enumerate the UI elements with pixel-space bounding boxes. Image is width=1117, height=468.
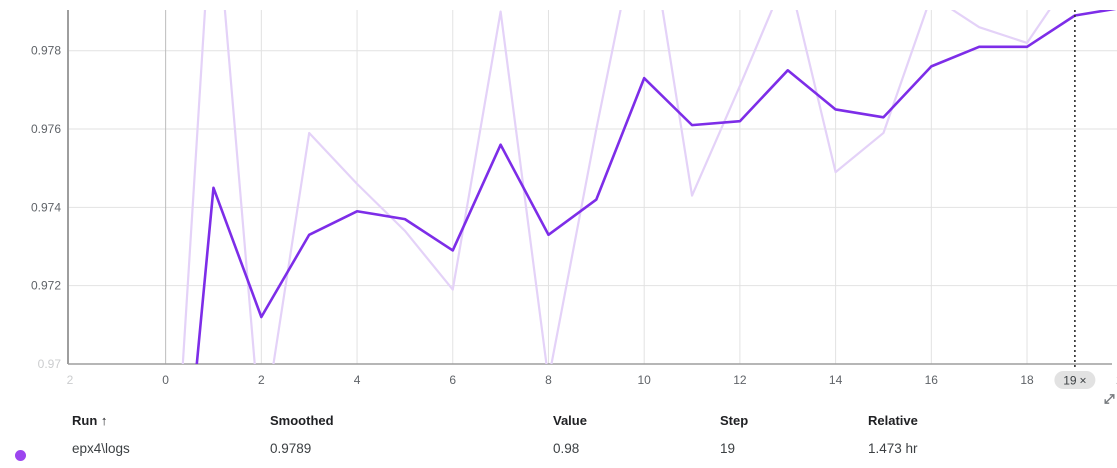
raw-series-line — [181, 10, 1051, 364]
y-tick-label: 0.976 — [31, 122, 61, 136]
value-cell: 0.98 — [553, 441, 580, 456]
table-corner-cell — [0, 405, 72, 433]
run-table: Run ↑ Smoothed Value Step Relative epx4\… — [0, 405, 1117, 461]
x-tick-label: 4 — [354, 373, 361, 387]
svg-text:19×: 19 × — [1063, 374, 1086, 388]
smoothed-cell: 0.9789 — [270, 441, 312, 456]
pill-close-icon[interactable]: × — [1080, 374, 1087, 388]
x-tick-label: 8 — [545, 373, 552, 387]
diagonal-resize-icon[interactable] — [1104, 394, 1115, 404]
run-color-dot — [15, 450, 26, 461]
column-header-smoothed[interactable]: Smoothed — [270, 413, 334, 428]
relative-cell: 1.473 hr — [868, 441, 918, 456]
x-tick-label: 18 — [1020, 373, 1034, 387]
table-row[interactable] — [0, 433, 72, 461]
x-tick-label: 2 — [258, 373, 265, 387]
x-tick-label: 2 — [67, 373, 74, 387]
y-tick-label: 0.972 — [31, 279, 61, 293]
column-header-step[interactable]: Step — [720, 413, 749, 428]
x-tick-label: 6 — [449, 373, 456, 387]
pill-step-label: 19 — [1063, 374, 1077, 388]
smoothed-series-line — [195, 10, 1117, 364]
x-tick-label: 0 — [162, 373, 169, 387]
scalar-chart-card: 0.978 0.976 0.974 0.972 0.97 2 0 2 4 6 8 10 12 14 16 18… — [0, 0, 1117, 405]
y-tick-label: 0.974 — [31, 200, 61, 214]
run-name-cell[interactable]: epx4\logs — [72, 441, 130, 456]
x-tick-label: 12 — [733, 373, 747, 387]
y-tick-label: 0.978 — [31, 44, 61, 58]
column-header-value[interactable]: Value — [553, 413, 587, 428]
x-tick-label: 10 — [638, 373, 652, 387]
x-tick-label: 16 — [925, 373, 939, 387]
column-header-relative[interactable]: Relative — [868, 413, 918, 428]
column-header-run[interactable]: Run ↑ — [72, 413, 108, 428]
step-pill[interactable]: 19 × — [1054, 371, 1096, 389]
x-tick-label: 14 — [829, 373, 843, 387]
step-cell: 19 — [720, 441, 736, 456]
y-tick-label: 0.97 — [38, 357, 62, 371]
